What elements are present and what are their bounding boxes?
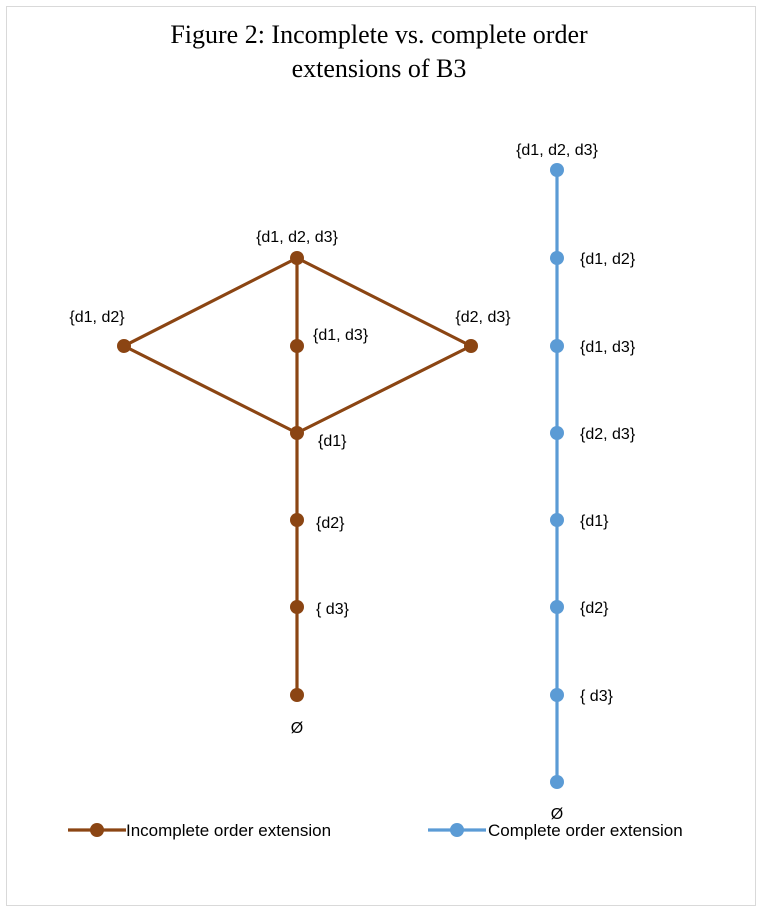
- incomplete-node-label-d1d2: {d1, d2}: [69, 309, 125, 326]
- complete-node-label-c2: {d1, d3}: [580, 339, 636, 356]
- complete-node-label-c5: {d2}: [580, 600, 609, 617]
- incomplete-node-d2: [290, 513, 304, 527]
- complete-node-c0: [550, 163, 564, 177]
- incomplete-node-label-top: {d1, d2, d3}: [256, 229, 339, 246]
- legend-label-incomplete: Incomplete order extension: [126, 821, 331, 840]
- complete-node-c6: [550, 688, 564, 702]
- complete-node-label-c0: {d1, d2, d3}: [516, 142, 599, 159]
- incomplete-node-d1d3: [290, 339, 304, 353]
- complete-node-c2: [550, 339, 564, 353]
- incomplete-node-label-empty: Ø: [291, 720, 303, 737]
- incomplete-edge-d2d3-d1: [295, 344, 473, 435]
- chart-title-line-1: Figure 2: Incomplete vs. complete order: [170, 20, 588, 49]
- incomplete-node-d3: [290, 600, 304, 614]
- complete-node-label-c6: { d3}: [580, 688, 614, 705]
- chart-frame: [6, 6, 756, 906]
- incomplete-node-d1: [290, 426, 304, 440]
- complete-node-label-c4: {d1}: [580, 513, 609, 530]
- incomplete-edge-top-d1d2: [122, 256, 299, 348]
- incomplete-edge-d1d2-d1: [122, 344, 299, 435]
- incomplete-node-d2d3: [464, 339, 478, 353]
- incomplete-node-label-d2d3: {d2, d3}: [455, 309, 511, 326]
- incomplete-node-label-d1d3: {d1, d3}: [313, 327, 369, 344]
- complete-node-c1: [550, 251, 564, 265]
- incomplete-node-label-d2: {d2}: [316, 515, 345, 532]
- complete-node-label-c1: {d1, d2}: [580, 251, 636, 268]
- complete-node-label-c3: {d2, d3}: [580, 426, 636, 443]
- incomplete-node-d1d2: [117, 339, 131, 353]
- complete-node-c5: [550, 600, 564, 614]
- chart-title: Figure 2: Incomplete vs. complete order …: [0, 18, 758, 86]
- complete-node-c3: [550, 426, 564, 440]
- incomplete-node-label-d3: { d3}: [316, 601, 350, 618]
- legend-marker-incomplete: [90, 823, 104, 837]
- incomplete-node-empty: [290, 688, 304, 702]
- incomplete-edge-top-d2d3: [295, 256, 473, 348]
- incomplete-node-top: [290, 251, 304, 265]
- complete-node-c7: [550, 775, 564, 789]
- legend-label-complete: Complete order extension: [488, 821, 683, 840]
- chart-title-line-2: extensions of B3: [291, 54, 467, 83]
- legend-marker-complete: [450, 823, 464, 837]
- complete-node-label-c7: Ø: [551, 806, 563, 823]
- complete-node-c4: [550, 513, 564, 527]
- incomplete-node-label-d1: {d1}: [318, 433, 347, 450]
